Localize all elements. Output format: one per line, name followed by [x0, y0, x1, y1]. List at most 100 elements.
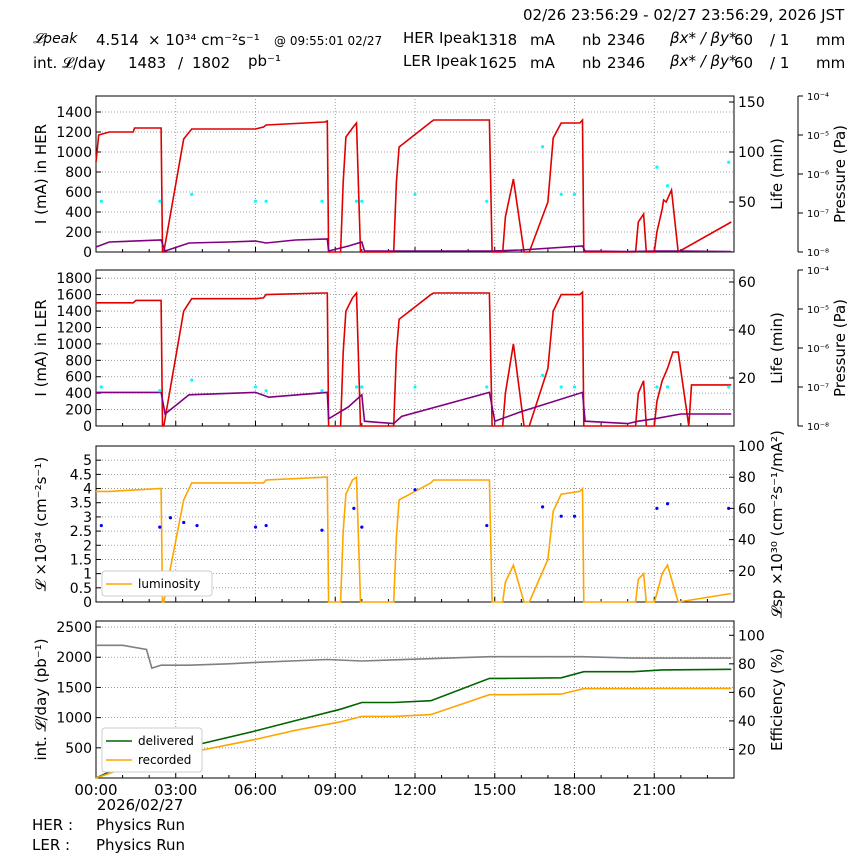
pressure-point	[572, 385, 577, 389]
specific-point	[182, 520, 186, 525]
pressure-point	[320, 199, 324, 203]
panel-4-y2label: Efficiency (%)	[768, 648, 786, 751]
her-beta-label: βx* / βy*	[670, 29, 737, 47]
panel-1-y2tick-label: 100	[738, 145, 765, 161]
pressure-point	[190, 378, 194, 382]
her-ipeak-label: HER Ipeak	[403, 29, 480, 47]
her-beta-x: 60	[734, 31, 754, 49]
intl-label: int. 𝓛/day	[33, 54, 106, 72]
panel-2-ytick-label: 1200	[56, 320, 92, 336]
panel-2-ytick-label: 800	[65, 353, 92, 369]
panel-2-ytick-label: 600	[65, 370, 92, 386]
panel-3-y2tick-label: 60	[738, 501, 756, 517]
pressure-point	[158, 199, 162, 203]
specific-point	[320, 528, 324, 532]
her-status-label: HER :	[32, 816, 74, 834]
panel-3-y2tick-label: 100	[738, 439, 765, 455]
her-status-value: Physics Run	[96, 816, 186, 834]
panel-1-y2label: Life (min)	[768, 138, 786, 210]
specific-point	[413, 488, 417, 492]
panel-3-legend-box	[101, 570, 213, 597]
panel-3-ytick-label: 4.5	[70, 467, 92, 483]
specific-point	[485, 523, 489, 528]
ler-ipeak-label: LER Ipeak	[403, 52, 478, 70]
panel-2-ytick-label: 0	[83, 419, 92, 435]
specific-point	[665, 502, 670, 506]
her-ipeak-unit: mA	[530, 31, 555, 49]
pressure-point	[665, 184, 670, 188]
specific-point	[559, 514, 563, 518]
panel-2-ytick-label: 200	[65, 403, 92, 419]
x-tick-label: 06:00	[234, 781, 277, 799]
specific-point	[572, 514, 577, 518]
pressure-point	[360, 199, 364, 203]
panel-2-ytick-label: 1600	[56, 288, 92, 304]
ler-beta-unit: mm	[816, 54, 846, 72]
ler-nb-label: nb	[582, 54, 602, 72]
panel-4-legend-box	[101, 727, 203, 773]
panel-2-y3tick-label: 10⁻⁵	[807, 305, 829, 316]
intl-unit: pb⁻¹	[248, 52, 281, 70]
panel-1-y3label: Pressure (Pa)	[831, 125, 849, 223]
legend-label-luminosity: luminosity	[138, 577, 200, 591]
panel-2-y2label: Life (min)	[768, 312, 786, 384]
ler-beta-y: / 1	[770, 54, 790, 72]
panel-1-ytick-label: 1400	[56, 105, 92, 121]
pressure-point	[655, 165, 659, 169]
specific-point	[352, 506, 356, 510]
specific-point	[541, 505, 545, 509]
pressure-point	[485, 385, 489, 389]
lpeak-time: @ 09:55:01 02/27	[274, 34, 383, 48]
x-tick-label: 03:00	[154, 781, 197, 799]
panel-3-ytick-label: 3	[83, 510, 92, 526]
pressure-point	[320, 389, 324, 393]
panel-1-ytick-label: 800	[65, 165, 92, 181]
panel-3-ytick-label: 0.5	[70, 581, 92, 597]
panel-2-y3tick-label: 10⁻⁷	[807, 383, 829, 394]
panel-2-life-line	[96, 391, 732, 425]
intl-sep: /	[178, 54, 184, 72]
panel-3-ytick-label: 2	[83, 538, 92, 554]
pressure-point	[264, 389, 268, 393]
panel-4-ytick-label: 2000	[56, 650, 92, 666]
panel-2-pressure-points	[99, 373, 731, 393]
her-beta-y: / 1	[770, 31, 790, 49]
panel-3-luminosity-line	[96, 475, 732, 603]
pressure-point	[559, 385, 563, 389]
panel-2-y2tick-label: 60	[738, 275, 756, 291]
panel-2-ytick-label: 400	[65, 386, 92, 402]
panel-4-y2tick-label: 80	[738, 657, 756, 673]
specific-point	[158, 525, 162, 529]
specific-point	[727, 506, 731, 510]
panel-1-ytick-label: 400	[65, 205, 92, 221]
panel-4-ytick-label: 1000	[56, 711, 92, 727]
pressure-point	[99, 385, 103, 389]
pressure-point	[665, 385, 670, 389]
panel-1-ytick-label: 1000	[56, 145, 92, 161]
panel-3-ytick-label: 0	[83, 595, 92, 611]
ler-ipeak-value: 1625	[479, 54, 518, 72]
pressure-point	[354, 385, 359, 389]
panel-3-y2label: 𝓛sp ×10³⁰ (cm⁻²s⁻¹/mA²)	[768, 430, 786, 618]
pressure-point	[253, 385, 258, 389]
pressure-point	[541, 373, 545, 377]
panel-2-y3label: Pressure (Pa)	[831, 299, 849, 397]
panel-1-y3tick-label: 10⁻⁶	[807, 170, 829, 181]
panel-3-ytick-label: 1	[83, 567, 92, 583]
legend-label-recorded: recorded	[138, 753, 191, 767]
specific-point	[99, 523, 103, 528]
panel-1-y3tick-label: 10⁻⁵	[807, 131, 829, 142]
x-tick-label: 00:00	[74, 781, 117, 799]
panel-1-y3tick-label: 10⁻⁷	[807, 209, 829, 220]
pressure-point	[253, 199, 258, 203]
panel-4-ytick-label: 500	[65, 741, 92, 757]
x-date-label: 2026/02/27	[97, 796, 184, 814]
panel-1-pressure-points	[99, 145, 731, 203]
pressure-point	[727, 160, 731, 164]
pressure-point	[413, 385, 417, 389]
specific-point	[253, 525, 258, 529]
x-tick-label: 15:00	[473, 781, 516, 799]
panel-1-ylabel: I (mA) in HER	[32, 124, 50, 224]
panel-1-ytick-label: 600	[65, 185, 92, 201]
